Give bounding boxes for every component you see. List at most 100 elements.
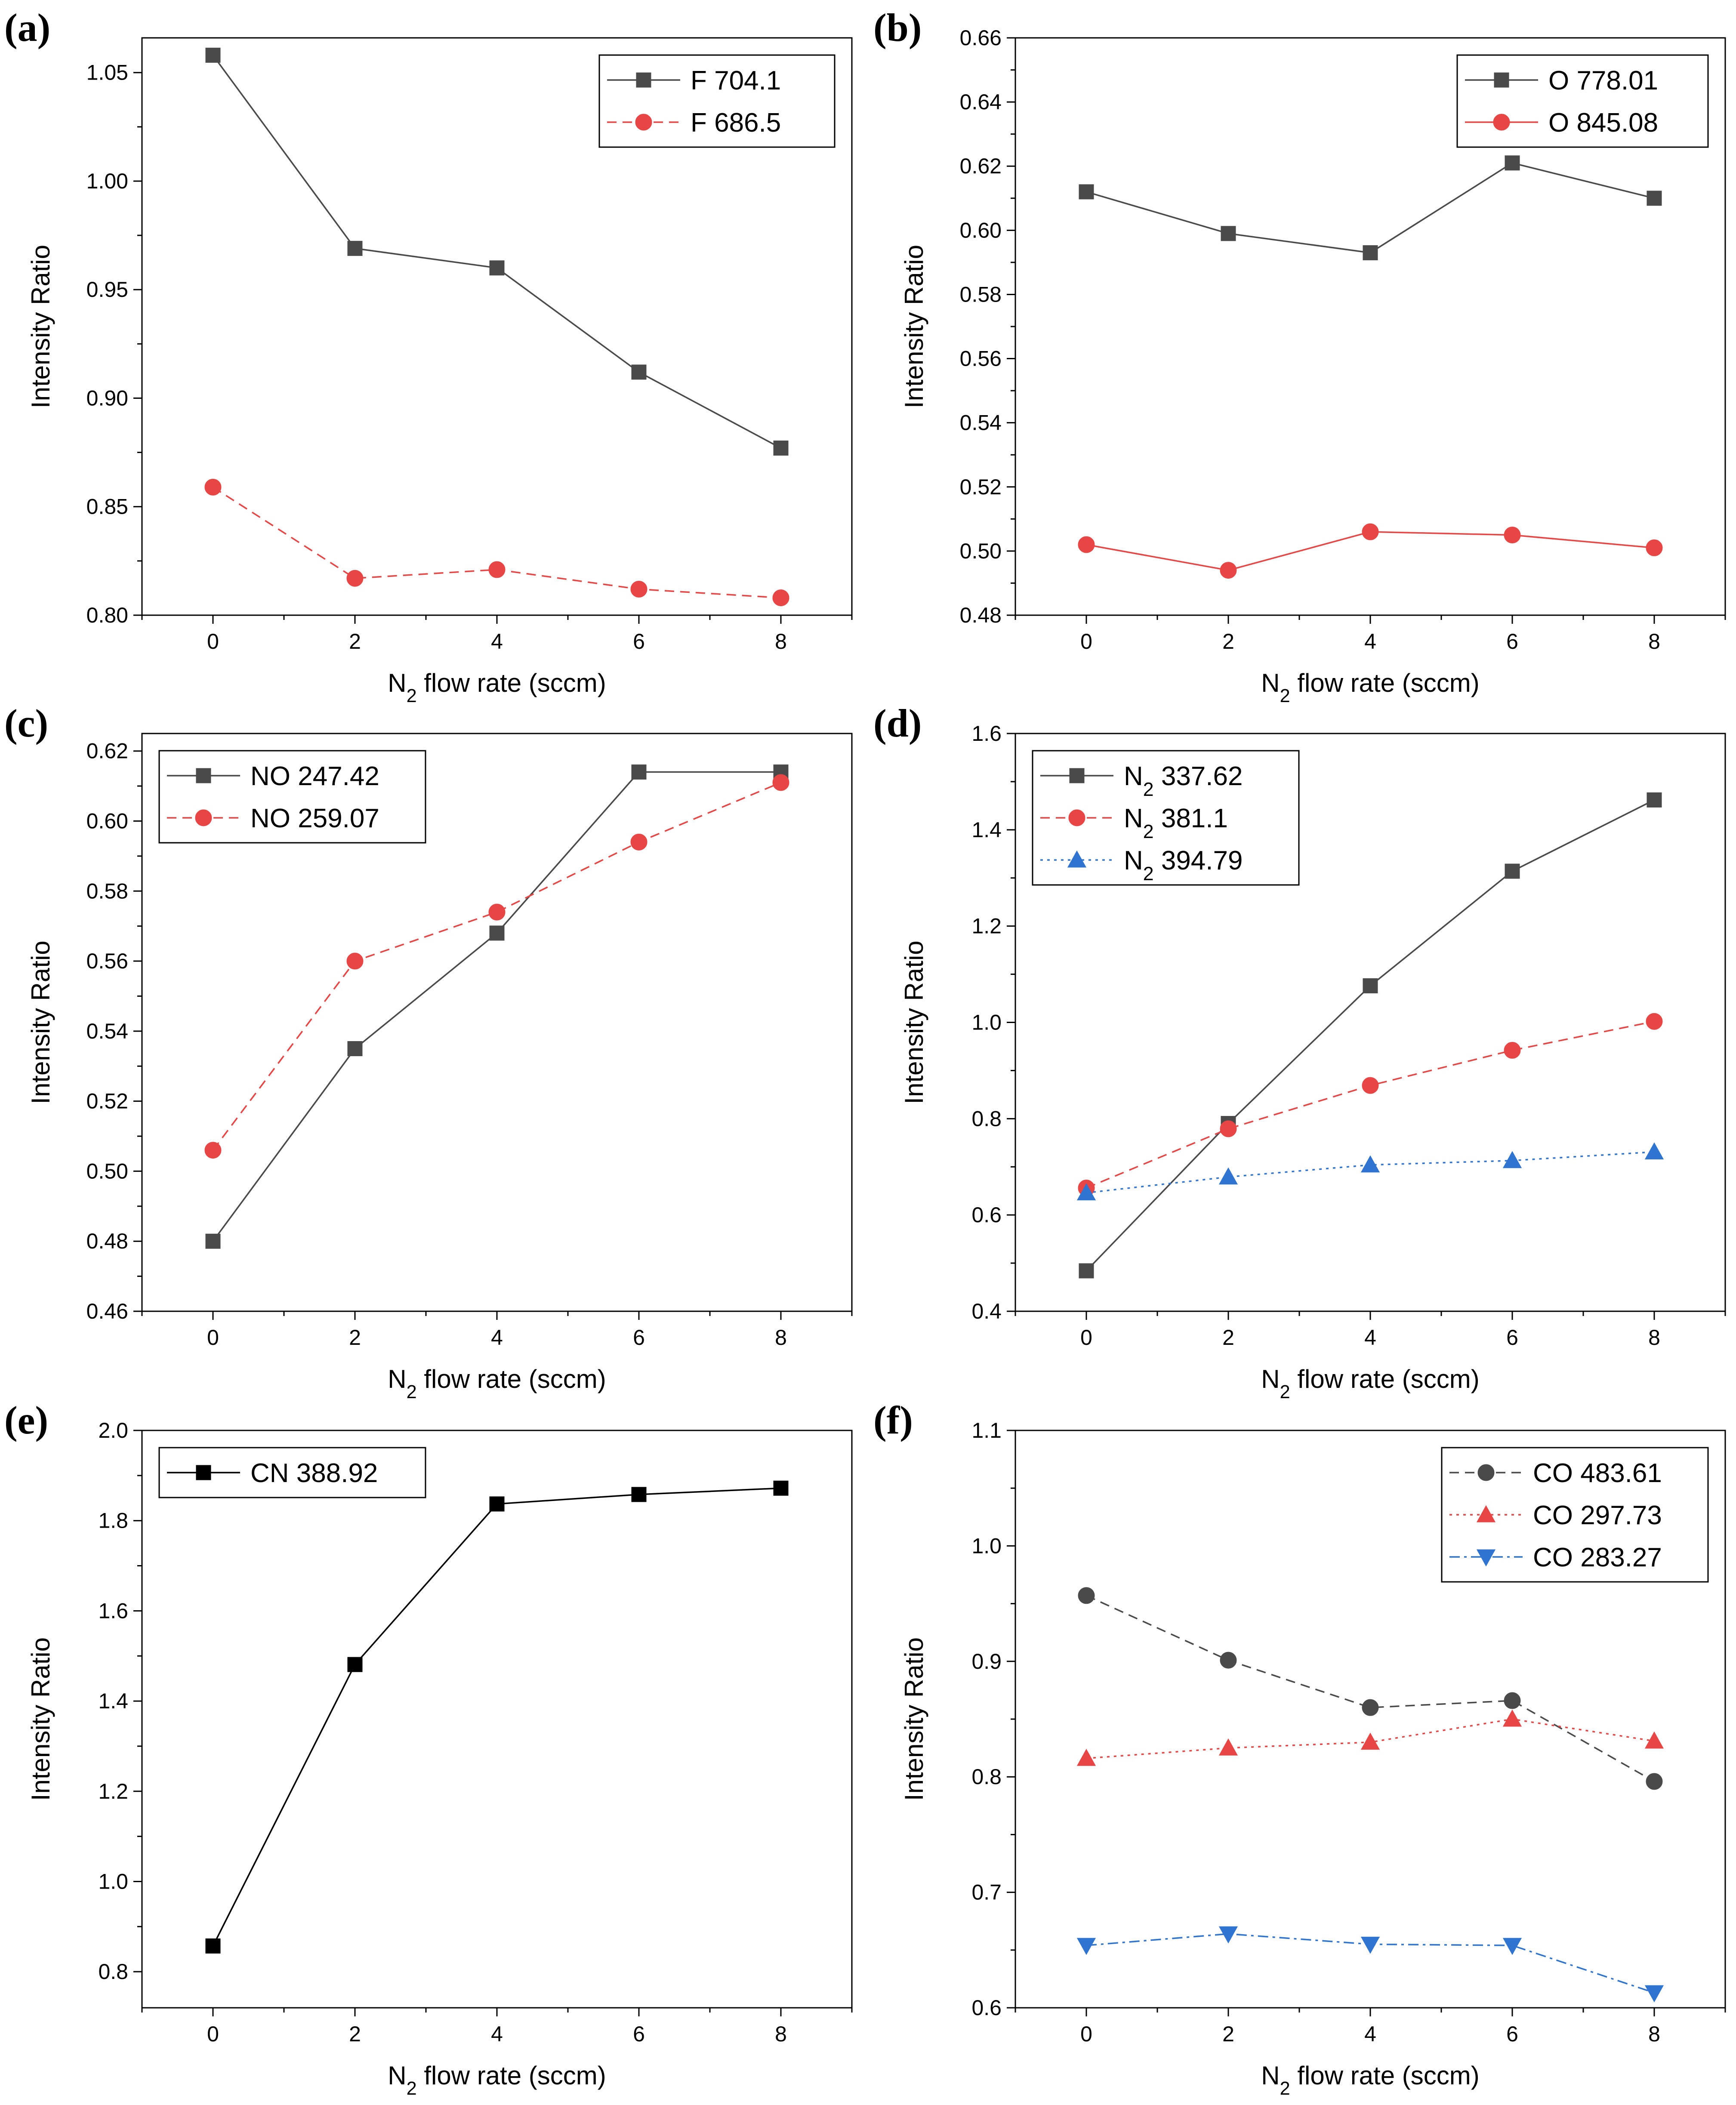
y-tick-label: 1.2 (971, 914, 1002, 938)
y-tick-label: 1.00 (86, 169, 128, 193)
y-tick-label: 0.90 (86, 386, 128, 410)
y-tick-label: 1.6 (98, 1599, 128, 1623)
data-point (772, 589, 789, 607)
y-axis-label: Intensity Ratio (900, 245, 928, 408)
legend: O 778.01 O 845.08 (1456, 54, 1709, 148)
y-tick-label: 0.56 (86, 949, 128, 973)
data-point (1505, 863, 1520, 879)
data-point (773, 1480, 789, 1496)
y-tick-label: 0.62 (86, 739, 128, 763)
data-point (1502, 1151, 1522, 1168)
y-axis-label: Intensity Ratio (900, 940, 928, 1104)
x-tick-label: 2 (1222, 1325, 1234, 1350)
y-tick-label: 1.2 (98, 1779, 128, 1803)
data-point (631, 1487, 647, 1502)
data-point (347, 240, 363, 256)
legend-entry: O 778.01 (1548, 66, 1658, 96)
data-point (1502, 1709, 1522, 1727)
data-point (1646, 1013, 1663, 1030)
legend-entry: O 845.08 (1548, 108, 1658, 138)
data-point (1360, 1936, 1380, 1954)
data-point (489, 925, 505, 941)
y-tick-label: 0.7 (971, 1880, 1002, 1905)
y-tick-label: 1.8 (98, 1509, 128, 1533)
series-line-1 (1086, 162, 1655, 254)
legend-box (598, 54, 836, 148)
data-point (1362, 523, 1379, 540)
x-tick-label: 8 (775, 629, 787, 653)
data-point (1076, 1938, 1096, 1955)
data-point (346, 570, 364, 587)
chart-panel-e: (e) 0 2 4 6 8 0.8 1.0 1.2 1.4 1.6 1.8 2.0 N2 flow rat… (4, 1398, 853, 2099)
y-tick-label: 0.48 (86, 1229, 128, 1253)
y-tick-label: 0.80 (86, 603, 128, 627)
data-point (1504, 1692, 1521, 1709)
chart-panel-b: (b) 0 2 4 6 8 0.48 0.50 0.52 0.54 0.56 0.58 0.60 0.62… (873, 6, 1726, 706)
x-tick-label: 8 (775, 1325, 787, 1350)
y-tick-label: 0.62 (960, 154, 1002, 178)
data-point (1078, 1587, 1095, 1604)
y-tick-label: 0.46 (86, 1299, 128, 1323)
y-tick-label: 0.9 (971, 1649, 1002, 1674)
x-tick-label: 8 (1648, 2022, 1660, 2046)
x-axis-label: N2 flow rate (sccm) (1261, 1365, 1479, 1402)
data-point (489, 260, 505, 276)
data-point (1646, 539, 1663, 556)
plot-frame (141, 1430, 853, 2009)
legend-entry: N2 337.62 (1124, 761, 1243, 800)
panel-label: (f) (873, 1398, 913, 1442)
legend-marker (635, 114, 652, 131)
x-tick-label: 2 (349, 629, 361, 653)
y-tick-label: 2.0 (98, 1418, 128, 1442)
y-tick-label: 0.48 (960, 603, 1002, 627)
data-point (205, 1233, 221, 1249)
data-point (1221, 226, 1236, 241)
data-point (1218, 1167, 1238, 1185)
legend-marker (1067, 850, 1087, 868)
x-tick-label: 4 (1364, 1325, 1376, 1350)
x-tick-label: 4 (491, 629, 503, 653)
x-tick-label: 2 (349, 1325, 361, 1350)
chart-panel-c: (c) 0 2 4 6 8 0.46 0.48 0.50 0.52 0.54 0.56 0.58 0.60… (4, 701, 853, 1402)
y-axis-label: Intensity Ratio (26, 245, 55, 408)
legend: CO 483.61 CO 297.73 CO 283.27 (1441, 1447, 1709, 1583)
data-point (631, 364, 647, 380)
legend: N2 337.62 N2 381.1 N2 394.79 (1032, 750, 1300, 886)
data-point (1218, 1738, 1238, 1756)
data-point (1647, 191, 1662, 206)
data-point (1504, 527, 1521, 544)
data-point (204, 1142, 222, 1159)
x-tick-label: 4 (491, 2022, 503, 2046)
chart-panel-a: (a) 0 2 4 6 8 0.80 0.85 0.90 0.95 1.00 1.05 N2 flow … (4, 6, 853, 706)
legend-box (1456, 54, 1709, 148)
legend-entry: CN 388.92 (250, 1458, 378, 1488)
x-tick-label: 4 (1364, 629, 1376, 653)
data-point (1360, 1732, 1380, 1750)
x-tick-label: 6 (1506, 1325, 1518, 1350)
y-tick-label: 0.60 (86, 809, 128, 833)
data-point (772, 774, 789, 791)
y-tick-label: 1.0 (971, 1534, 1002, 1558)
x-tick-label: 8 (1648, 1325, 1660, 1350)
y-tick-label: 0.8 (98, 1960, 128, 1984)
legend-marker (636, 72, 651, 88)
legend-entry: CO 283.27 (1533, 1543, 1662, 1572)
data-point (488, 561, 506, 578)
x-tick-label: 0 (207, 2022, 219, 2046)
y-tick-label: 0.54 (960, 411, 1002, 435)
y-tick-label: 0.60 (960, 218, 1002, 242)
legend-entry: CO 483.61 (1533, 1458, 1662, 1488)
data-point (1644, 1731, 1664, 1749)
x-tick-label: 6 (1506, 629, 1518, 653)
legend-marker (195, 809, 212, 826)
data-point (1360, 1155, 1380, 1173)
y-tick-label: 1.05 (86, 61, 128, 85)
legend-entry: F 704.1 (691, 66, 781, 96)
data-point (1220, 1120, 1237, 1137)
x-tick-label: 6 (633, 629, 645, 653)
chart-panel-f: (f) 0 2 4 6 8 0.6 0.7 0.8 0.9 1.0 1.1 N2 flow rate (… (873, 1398, 1726, 2099)
data-point (1078, 536, 1095, 553)
data-point (346, 952, 364, 970)
legend-entry: NO 259.07 (250, 804, 379, 833)
y-axis-label: Intensity Ratio (26, 940, 55, 1104)
